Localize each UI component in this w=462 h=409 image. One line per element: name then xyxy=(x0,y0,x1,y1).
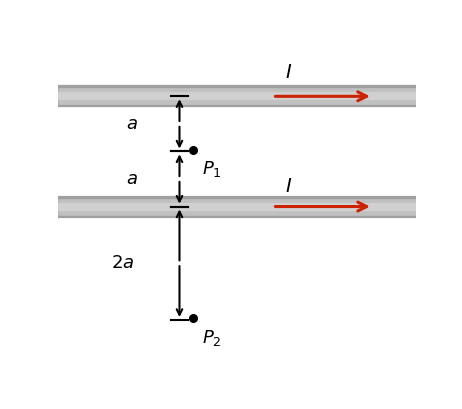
Text: $a$: $a$ xyxy=(127,115,138,133)
Text: $P_1$: $P_1$ xyxy=(202,159,222,179)
Text: $2a$: $2a$ xyxy=(111,254,135,272)
Text: $I$: $I$ xyxy=(285,63,292,82)
Text: $a$: $a$ xyxy=(127,170,138,188)
Text: $P_2$: $P_2$ xyxy=(202,328,222,348)
Text: $I$: $I$ xyxy=(285,177,292,196)
